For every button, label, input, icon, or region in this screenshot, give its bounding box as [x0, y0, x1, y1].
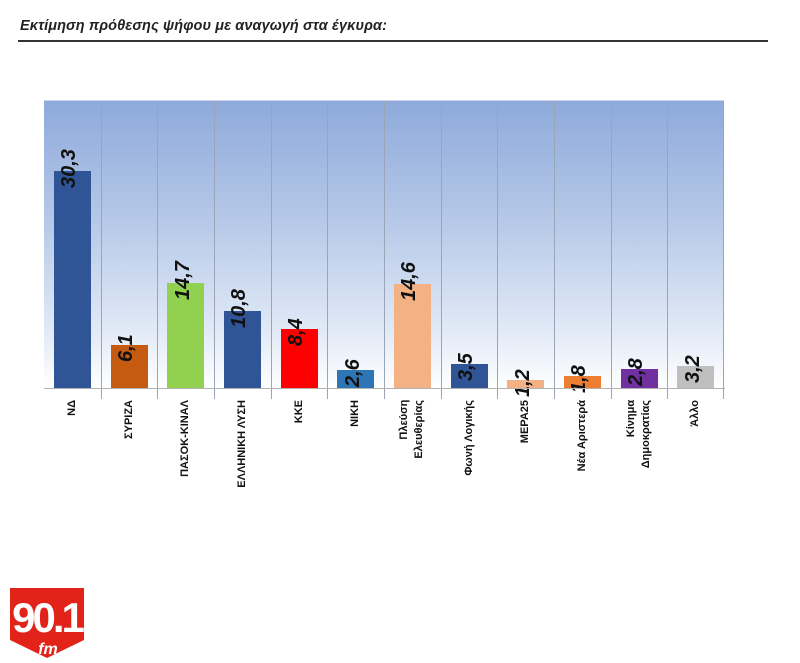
bar: [563, 376, 601, 389]
value-label: 30,3: [58, 148, 81, 188]
bar: [677, 365, 715, 389]
bar: [223, 311, 261, 389]
value-label: 2,8: [625, 358, 647, 386]
bar: [507, 380, 545, 389]
category-separator: [214, 101, 215, 399]
bar: [620, 368, 658, 389]
bar: [110, 345, 148, 389]
category-separator: [100, 101, 102, 399]
bar: [167, 283, 205, 389]
value-label: 14,7: [171, 261, 194, 301]
bar: [450, 363, 488, 389]
category-separator: [157, 101, 159, 399]
category-separator: [384, 101, 385, 399]
bar: [53, 170, 91, 389]
value-label: 10,8: [228, 289, 251, 329]
category-label: Φωνή Λογικής: [462, 400, 475, 476]
category-separator: [723, 101, 724, 399]
category-label: ΣΥΡΙΖΑ: [122, 400, 135, 439]
category-label: ΕΛΛΗΝΙΚΗ ΛΥΣΗ: [235, 400, 248, 488]
radio-logo-icon: 90.1 fm: [10, 588, 86, 658]
value-label: 14,6: [398, 261, 421, 301]
chart-title: Εκτίμηση πρόθεσης ψήφου με αναγωγή στα έ…: [20, 18, 388, 34]
category-label: ΝΔ: [65, 400, 78, 416]
category-separator: [667, 101, 669, 399]
bar: [393, 283, 431, 389]
value-label: 1,2: [511, 369, 534, 398]
category-label: Πλεύση Ελευθερίας: [398, 400, 426, 459]
category-separator: [270, 101, 272, 399]
bar: [280, 328, 318, 389]
x-axis-baseline: [44, 388, 725, 389]
category-label: Νέα Αριστερά: [575, 400, 588, 472]
value-label: 2,6: [341, 359, 364, 388]
category-separator: [327, 101, 329, 399]
logo-text: 90.1: [12, 594, 84, 641]
value-label: 3,5: [455, 352, 477, 381]
category-label: Κίνημα Δημοκρατίας: [625, 400, 652, 469]
category-separator: [497, 101, 499, 399]
category-label: ΚΚΕ: [292, 400, 305, 424]
category-label: ΜΕΡΑ25: [519, 400, 532, 444]
category-separator: [610, 101, 612, 399]
category-label: ΝΙΚΗ: [349, 400, 362, 427]
value-label: 8,4: [285, 317, 307, 346]
category-label: Άλλο: [689, 400, 702, 427]
bar: [337, 370, 375, 389]
value-label: 3,2: [681, 355, 704, 383]
value-label: 6,1: [115, 334, 137, 363]
logo-sub: fm: [38, 641, 58, 658]
title-underline: [18, 40, 768, 42]
category-separator: [440, 101, 442, 399]
plot-area: 30,3 6,1 14,7 10,8 8,4 2,6 14,6 3,5 1,2 1,8 2,8 3,2: [44, 100, 724, 399]
category-separator: [554, 101, 555, 399]
category-label: ΠΑΣΟΚ-ΚΙΝΑΛ: [179, 400, 192, 477]
